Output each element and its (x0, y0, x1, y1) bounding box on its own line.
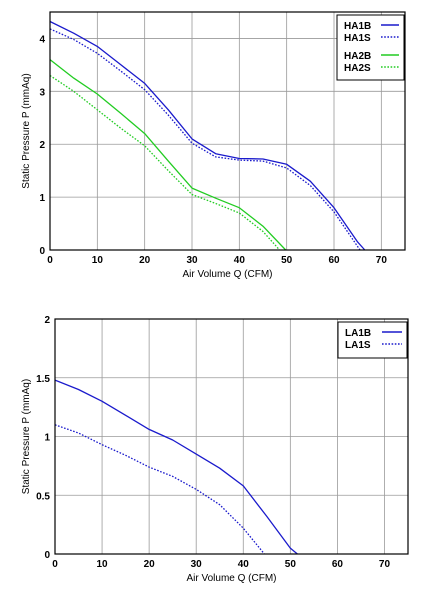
series-line-la1s (54, 424, 265, 555)
x-tick-label-3: 30 (186, 255, 198, 266)
legend-label-ha1b: HA1B (344, 21, 371, 32)
y-tick-label-0: 0 (44, 550, 50, 561)
x-axis-label: Air Volume Q (CFM) (182, 269, 272, 280)
y-tick-labels: 0 1 2 3 4 (39, 34, 45, 257)
legend-label-ha1s: HA1S (344, 33, 371, 44)
legend-label-ha2b: HA2B (344, 51, 371, 62)
y-tick-label-2: 2 (39, 140, 45, 151)
series-line-ha2b (49, 59, 287, 251)
series-line-ha1s (49, 28, 361, 251)
series-line-la1b (54, 379, 298, 555)
series-line-ha2s (49, 74, 281, 251)
x-tick-label-0: 0 (47, 255, 53, 266)
x-tick-labels: 0 10 20 30 40 50 60 70 (47, 255, 387, 266)
x-tick-labels: 0 10 20 30 40 50 60 70 (52, 559, 390, 570)
x-tick-label-7: 70 (376, 255, 388, 266)
x-tick-label-0: 0 (52, 559, 58, 570)
y-tick-label-3: 3 (39, 87, 45, 98)
x-tick-label-5: 50 (281, 255, 293, 266)
plot-frame (54, 318, 409, 555)
y-axis-label: Static Pressure P (mmAq) (21, 73, 32, 188)
legend-label-la1b: LA1B (345, 328, 371, 339)
bottom-chart: 0 10 20 30 40 50 60 70 0 0.5 1 1.5 2 Air Volume Q (… (21, 315, 409, 584)
plot-frame (49, 11, 406, 251)
x-tick-label-4: 40 (238, 559, 250, 570)
x-tick-label-6: 60 (332, 559, 344, 570)
x-tick-label-4: 40 (234, 255, 246, 266)
y-axis-label: Static Pressure P (mmAq) (21, 379, 32, 494)
legend-label-la1s: LA1S (345, 340, 371, 351)
y-tick-label-2: 1 (44, 433, 50, 444)
series-line-ha1b (49, 20, 366, 251)
x-tick-label-6: 60 (328, 255, 340, 266)
series-lines (54, 379, 298, 555)
x-tick-label-3: 30 (191, 559, 203, 570)
x-tick-label-5: 50 (285, 559, 297, 570)
x-tick-label-2: 20 (139, 255, 151, 266)
y-tick-labels: 0 0.5 1 1.5 2 (36, 315, 50, 561)
legend-box (336, 14, 405, 81)
series-lines (49, 20, 366, 251)
y-tick-label-4: 2 (44, 315, 50, 326)
x-tick-label-1: 10 (97, 559, 109, 570)
y-tick-label-4: 4 (39, 34, 45, 45)
x-tick-label-7: 70 (379, 559, 391, 570)
legend-label-ha2s: HA2S (344, 63, 371, 74)
legend-box (337, 321, 408, 359)
x-tick-label-2: 20 (144, 559, 156, 570)
y-tick-label-3: 1.5 (36, 374, 50, 385)
x-axis-label: Air Volume Q (CFM) (186, 573, 276, 584)
y-tick-label-1: 1 (39, 193, 45, 204)
top-chart: 0 10 20 30 40 50 60 70 0 1 2 3 4 Air Volume Q (CFM)… (21, 11, 406, 280)
y-tick-label-0: 0 (39, 246, 45, 257)
x-tick-label-1: 10 (92, 255, 104, 266)
y-tick-label-1: 0.5 (36, 491, 50, 502)
